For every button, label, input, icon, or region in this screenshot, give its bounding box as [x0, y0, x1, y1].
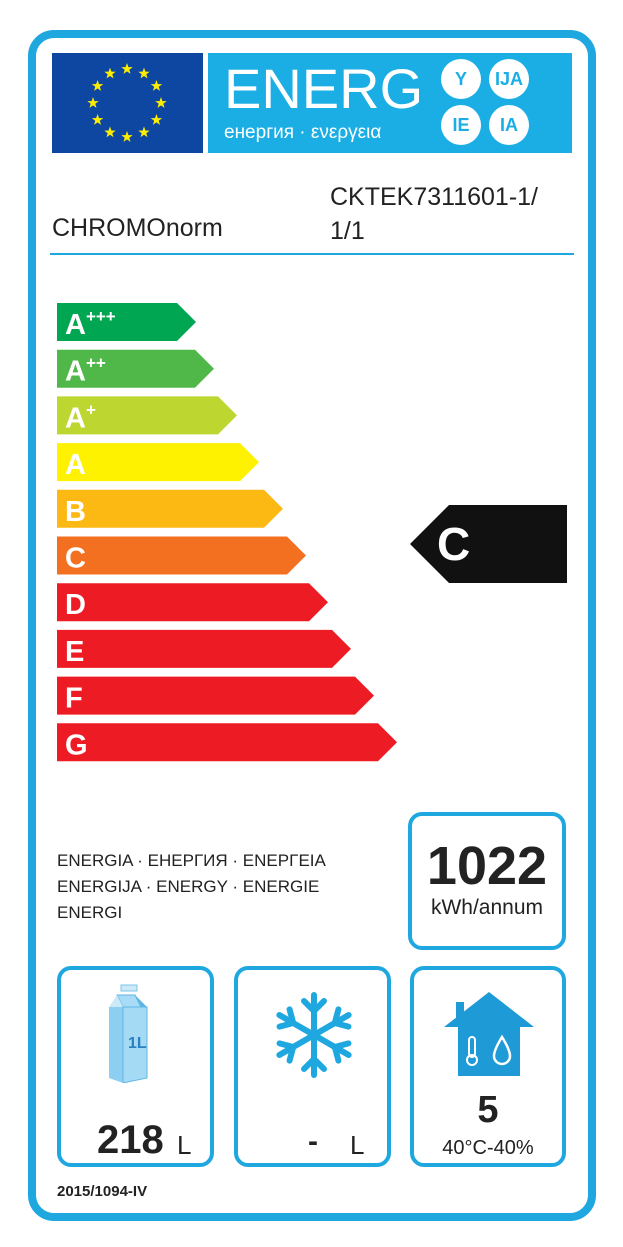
star-icon — [121, 131, 133, 142]
milk-carton-icon: 1L — [109, 984, 148, 1083]
star-icon — [150, 80, 163, 91]
climate-conditions: 40°C-40% — [442, 1137, 534, 1159]
class-bar-App — [57, 349, 214, 388]
star-icon — [138, 67, 150, 79]
class-label: F — [65, 683, 83, 715]
star-icon — [138, 126, 150, 138]
star-icon — [104, 67, 116, 79]
model-line: 1/1 — [330, 217, 365, 245]
class-bar-F — [57, 676, 374, 715]
eu-stars-icon — [87, 63, 167, 142]
star-icon — [150, 114, 163, 125]
class-label: C — [65, 543, 86, 575]
star-icon — [104, 126, 116, 138]
header-title: ENERG — [224, 57, 424, 120]
consumption-value: 1022 — [426, 836, 548, 896]
climate-class-box: 5 40°C-40% — [410, 966, 566, 1167]
climate-class-value: 5 — [477, 1089, 499, 1131]
model-id: CKTEK7311601-1/ 1/1 — [330, 180, 538, 248]
class-label: G — [65, 729, 88, 761]
eu-flag — [52, 53, 203, 153]
class-bar-G — [57, 723, 397, 762]
frozen-volume-box: - L — [234, 966, 391, 1167]
star-icon — [155, 97, 167, 108]
house-climate-icon — [444, 992, 534, 1076]
class-bar-B — [57, 489, 283, 528]
class-bar-E — [57, 629, 351, 668]
consumption-box: 1022 kWh/annum — [408, 812, 566, 950]
energy-label-text: ENERGIA · ЕНЕРГИЯ · ΕΝΕΡΓΕΙΑ ENERGIJA · … — [57, 848, 326, 926]
energy-text-line: ENERGIA · ЕНЕРГИЯ · ΕΝΕΡΓΕΙΑ — [57, 851, 326, 870]
consumption-unit: kWh/annum — [430, 896, 544, 919]
star-icon — [91, 80, 104, 91]
fresh-volume-value: 218 — [97, 1118, 164, 1162]
class-label: D — [65, 589, 86, 621]
class-bar-Ap — [57, 396, 237, 435]
star-icon — [87, 97, 99, 108]
badge: IE — [441, 105, 481, 145]
star-icon — [121, 63, 133, 74]
supplier-name: CHROMOnorm — [52, 214, 223, 242]
class-label: B — [65, 496, 86, 528]
regulation-ref: 2015/1094-IV — [57, 1183, 148, 1200]
badge: Y — [441, 59, 481, 99]
energy-header: ENERG енергия · ενεργεια Y IJA IE IA — [208, 53, 572, 153]
label-frame — [28, 30, 596, 1221]
class-bar-A — [57, 443, 259, 482]
fresh-volume-unit: L — [177, 1130, 192, 1160]
divider — [50, 253, 574, 255]
badge: IA — [489, 105, 529, 145]
fresh-volume-box: 1L 218 L — [57, 966, 214, 1167]
model-line: CKTEK7311601-1/ — [330, 183, 538, 211]
badge: IJA — [489, 59, 529, 99]
class-bar-D — [57, 583, 328, 622]
carton-label: 1L — [128, 1035, 147, 1052]
star-icon — [91, 114, 104, 125]
rating-value: C — [437, 518, 470, 570]
energy-text-line: ENERGI — [57, 903, 123, 922]
class-bar-Appp — [57, 303, 196, 341]
class-label: A — [65, 449, 86, 481]
class-bar-C — [57, 536, 306, 575]
rating-indicator — [410, 505, 567, 583]
snowflake-icon — [274, 992, 354, 1080]
frozen-volume-unit: L — [350, 1130, 365, 1160]
energy-text-line: ENERGIJA · ENERGY · ENERGIE — [57, 877, 320, 896]
frozen-volume-value: - — [308, 1125, 318, 1158]
class-label: E — [65, 636, 84, 668]
header-subtitle: енергия · ενεργεια — [224, 122, 382, 143]
